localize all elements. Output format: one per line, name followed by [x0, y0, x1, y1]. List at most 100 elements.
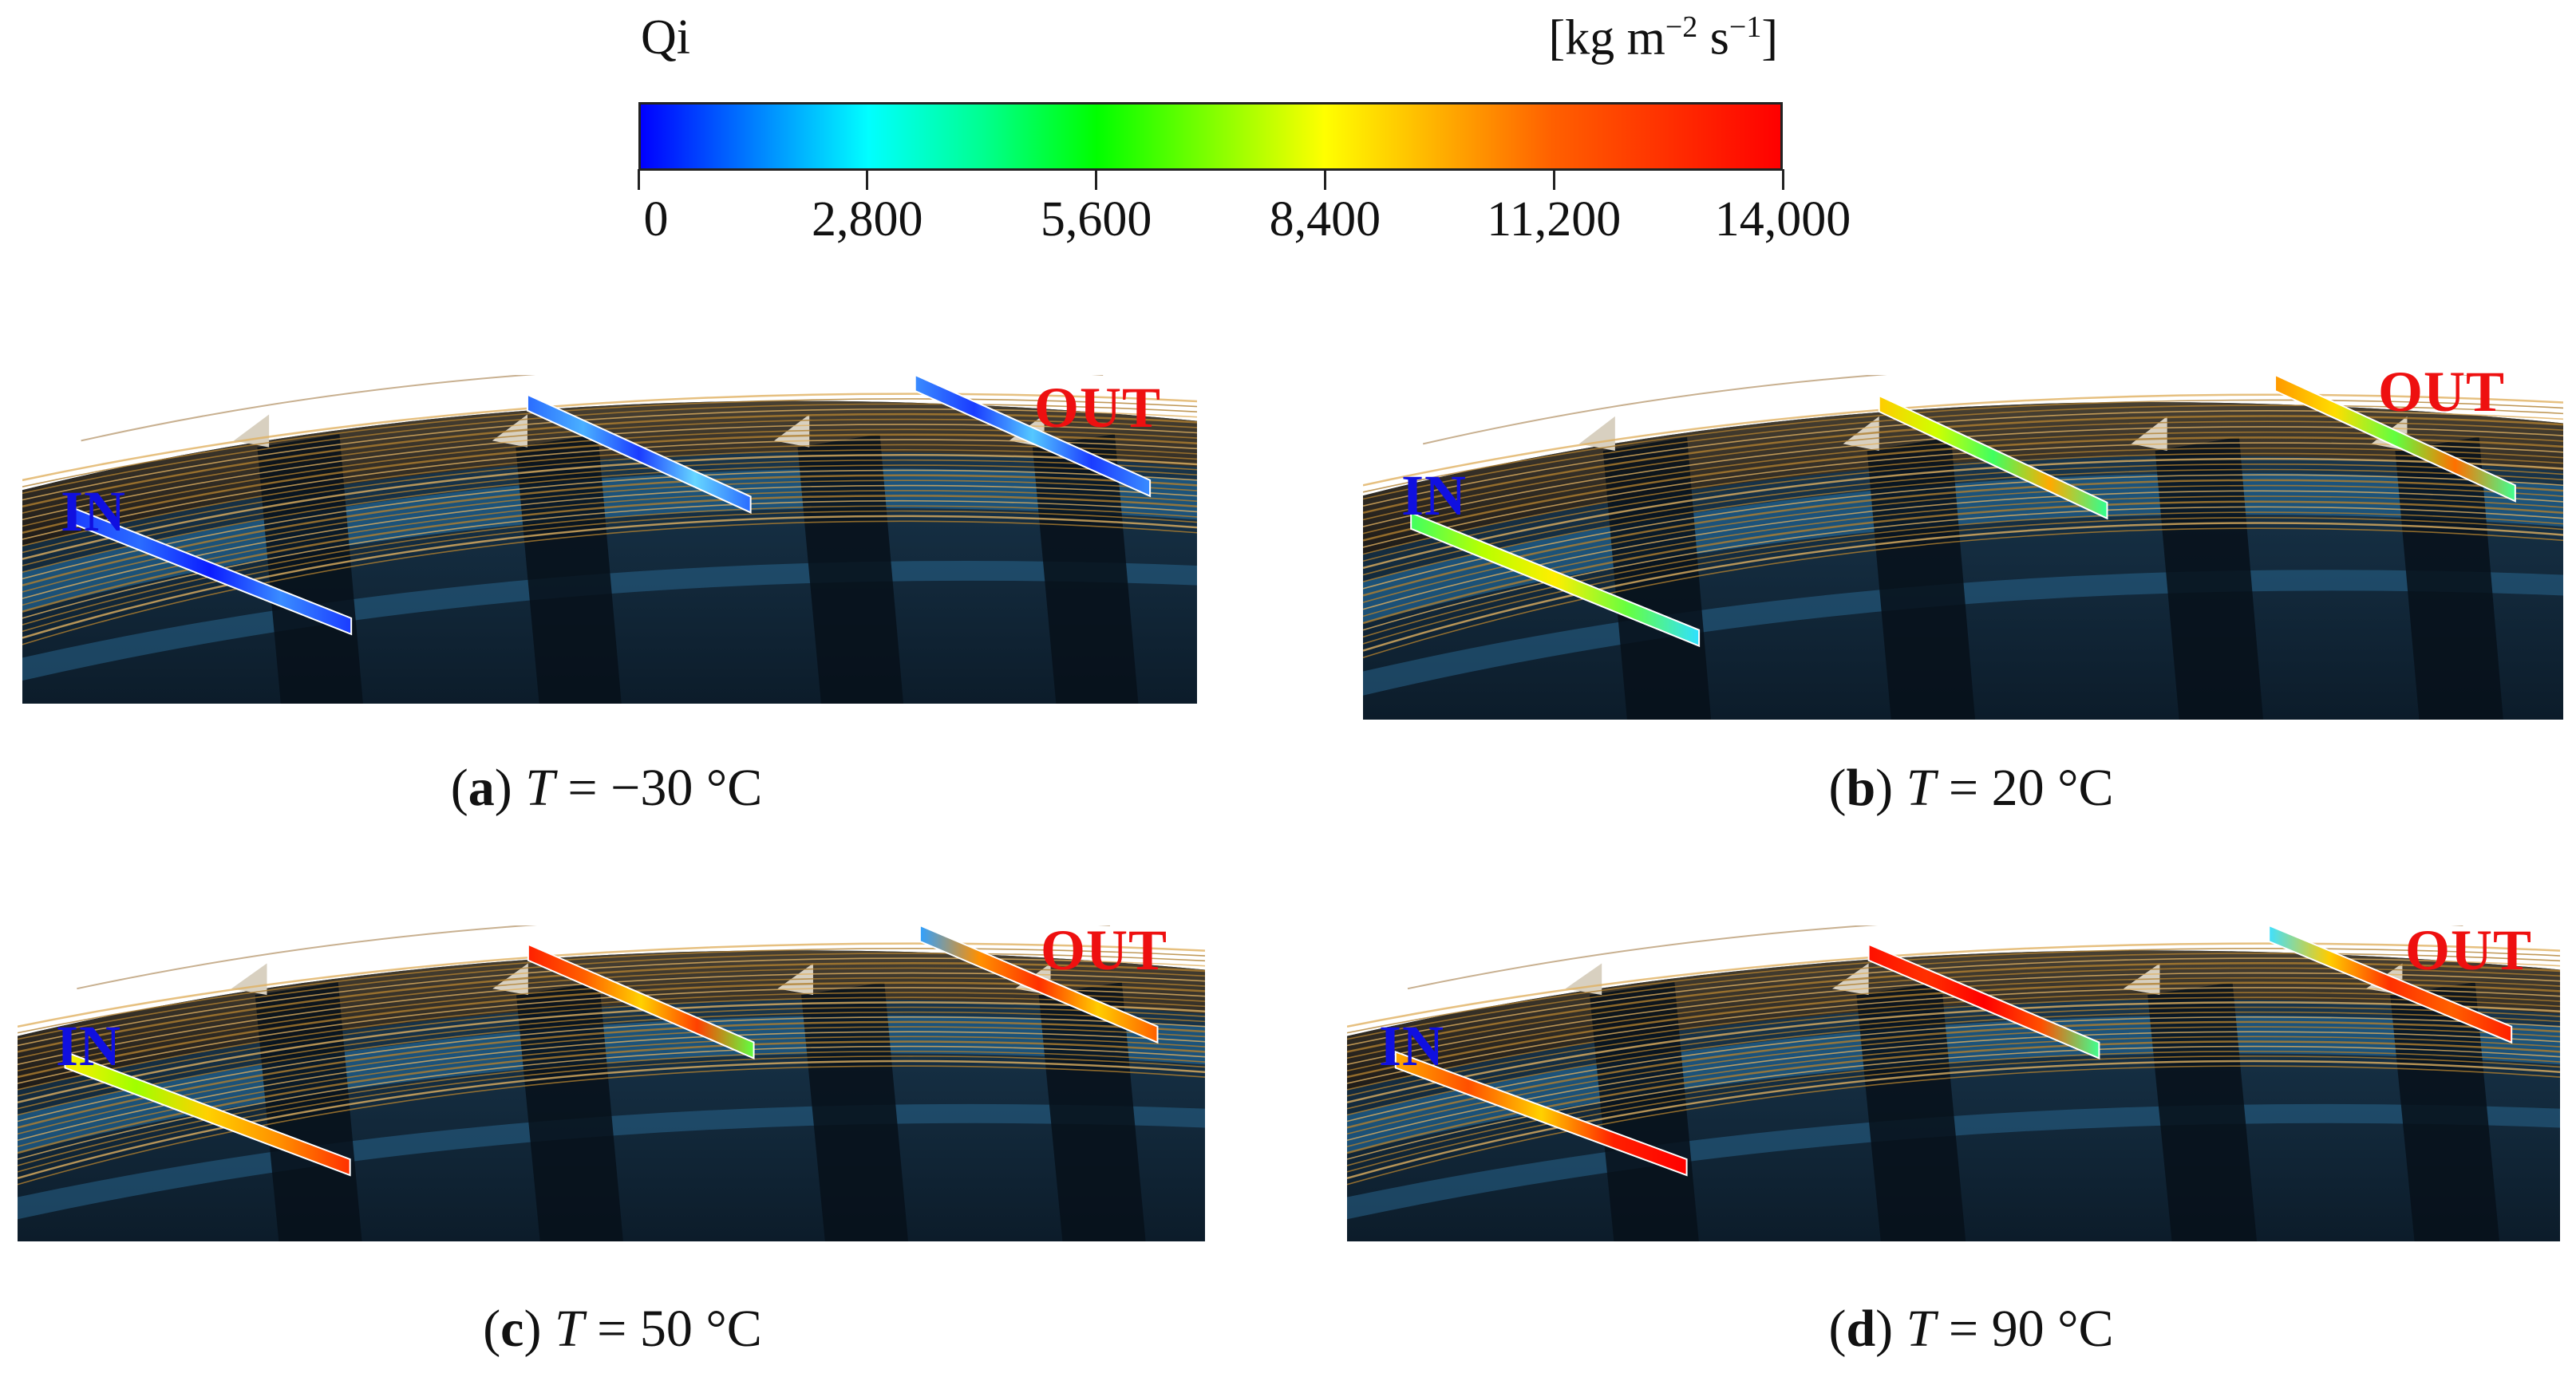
inlet-label: IN: [1379, 1014, 1445, 1078]
vane-tip-1: [1578, 416, 1615, 452]
streamline: [18, 1065, 1205, 1186]
streamline: [22, 459, 1197, 566]
streamline: [18, 987, 1205, 1084]
caption-a: (a) T = −30 °C: [450, 759, 763, 817]
outlet-label: OUT: [2405, 918, 2533, 982]
streamline: [18, 948, 1205, 1034]
vane-2: [1867, 436, 1976, 720]
outlet-slice: [914, 375, 1152, 498]
streamline: [18, 953, 1205, 1040]
streamline: [1347, 981, 2560, 1079]
caption-b: (b) T = 20 °C: [1828, 759, 2114, 817]
shroud-edge-line: [77, 925, 1110, 990]
inlet-slice: [1394, 1050, 1688, 1177]
panel-c: IN OUT: [18, 918, 1205, 1241]
colorbar-tick: [637, 169, 640, 190]
streamline: [1363, 527, 2563, 659]
streamline: [1363, 506, 2563, 631]
streamline: [1363, 399, 2563, 493]
streamline: [22, 453, 1197, 560]
streamline: [1347, 987, 2560, 1084]
streamline: [1363, 517, 2563, 645]
colorbar-tick: [1095, 169, 1098, 190]
cfd-view: [1363, 375, 2563, 720]
vane-2: [516, 434, 622, 704]
streamline: [1347, 1065, 2560, 1186]
shroud-band: [22, 400, 1197, 546]
streamline: [1363, 452, 2563, 562]
streamline: [1347, 1001, 2560, 1103]
streamline: [1363, 522, 2563, 652]
inlet-label: IN: [56, 1014, 122, 1078]
streamline: [18, 1055, 1205, 1173]
streamline: [22, 449, 1197, 554]
streamline: [22, 495, 1197, 613]
streamline: [18, 1016, 1205, 1123]
colorbar-tick-label: 14,000: [1714, 192, 1851, 247]
middle-slice: [526, 393, 752, 514]
panel-a: IN OUT: [22, 375, 1197, 704]
streamline: [18, 981, 1205, 1079]
streamline: [22, 393, 1197, 482]
streamline: [18, 1001, 1205, 1103]
shroud-edge-line: [1407, 925, 2463, 990]
streamline: [1363, 404, 2563, 500]
streamline: [1347, 953, 2560, 1040]
colorbar-tick-label: 8,400: [1269, 192, 1381, 247]
streamline: [18, 1059, 1205, 1180]
streamline: [1363, 511, 2563, 638]
streamline: [1347, 1045, 2560, 1160]
streamline: [1363, 436, 2563, 542]
middle-slice: [527, 943, 755, 1060]
shroud-edge-line: [1422, 375, 2467, 445]
colorbar-tick-label: 5,600: [1040, 192, 1152, 247]
middle-slice: [1867, 943, 2100, 1060]
streamline: [22, 474, 1197, 586]
streamline: [1347, 1059, 2560, 1180]
shroud-band: [1347, 950, 2560, 1090]
streamline: [18, 996, 1205, 1097]
caption-c: (c) T = 50 °C: [483, 1300, 762, 1358]
streamline: [1363, 464, 2563, 576]
middle-slice: [1878, 394, 2108, 520]
flow-channel: [1363, 473, 2563, 624]
colorbar-tick: [1781, 169, 1784, 190]
vane-2: [1856, 982, 1966, 1241]
outlet-label: OUT: [1034, 376, 1162, 440]
colorbar-unit: [kg m−2 s−1]: [1548, 10, 1778, 65]
inlet-label: IN: [61, 479, 127, 543]
streamline: [22, 433, 1197, 534]
streamline: [22, 444, 1197, 547]
inlet-slice: [1410, 511, 1701, 648]
streamline: [1347, 1050, 2560, 1166]
streamline: [22, 469, 1197, 580]
streamline: [18, 1011, 1205, 1116]
streamline: [1363, 393, 2563, 487]
streamline: [1347, 992, 2560, 1091]
streamline: [22, 505, 1197, 625]
shroud-edge-line: [81, 375, 1104, 442]
panel-d: IN OUT: [1347, 918, 2560, 1241]
streamline: [18, 942, 1205, 1028]
inlet-slice: [68, 505, 353, 636]
streamline: [1347, 996, 2560, 1097]
shroud-band: [18, 950, 1205, 1090]
flow-channel: [1347, 1015, 2560, 1154]
cfd-view: [18, 925, 1205, 1241]
colorbar-gradient: [638, 102, 1783, 171]
streamline: [1363, 468, 2563, 582]
inlet-slice: [64, 1050, 351, 1177]
streamline: [1347, 1006, 2560, 1110]
cfd-view: [22, 375, 1197, 704]
outlet-label: OUT: [2378, 360, 2506, 424]
caption-d: (d) T = 90 °C: [1828, 1300, 2114, 1358]
colorbar-tick: [866, 169, 869, 190]
outlet-slice: [2274, 375, 2516, 503]
outlet-label: OUT: [1041, 918, 1168, 982]
cfd-view: [1347, 925, 2560, 1241]
streamline: [1347, 942, 2560, 1028]
shroud-band: [1363, 402, 2563, 554]
streamline: [18, 1050, 1205, 1166]
streamline: [22, 403, 1197, 495]
streamline: [18, 1020, 1205, 1129]
